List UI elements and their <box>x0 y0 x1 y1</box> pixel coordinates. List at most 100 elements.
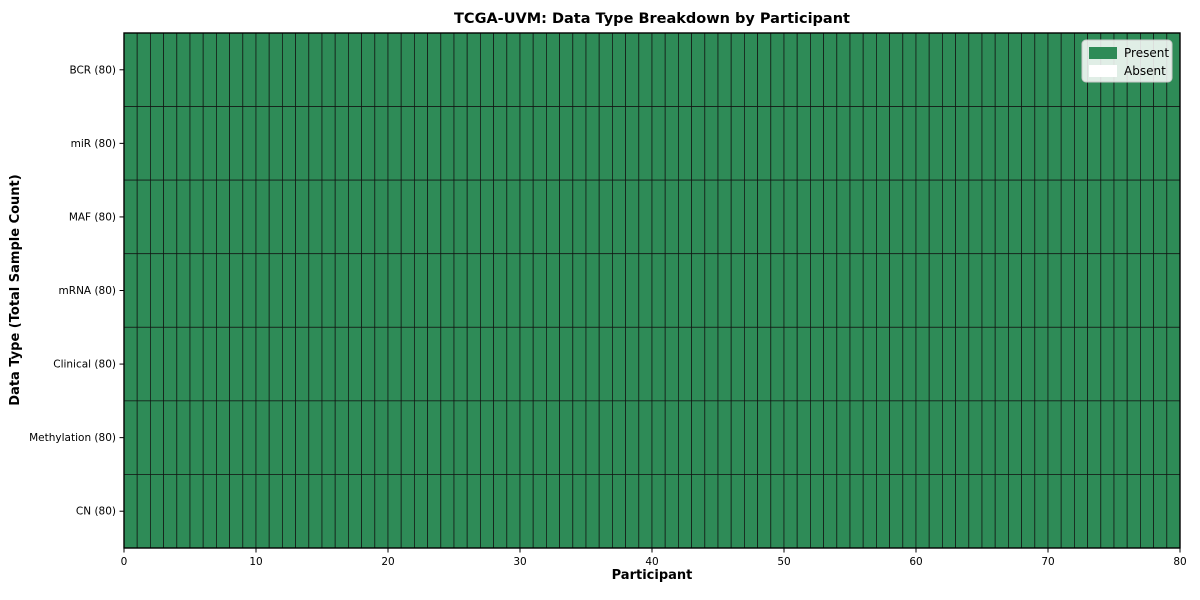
heatmap-cell <box>1113 474 1128 549</box>
heatmap-cell <box>1047 474 1062 549</box>
heatmap-cell <box>1100 400 1115 475</box>
heatmap-cell <box>928 400 943 475</box>
heatmap-cell <box>730 253 745 328</box>
heatmap-cell <box>176 400 191 475</box>
heatmap-cell <box>1060 400 1075 475</box>
heatmap-cell <box>440 253 455 328</box>
heatmap-cell <box>585 474 600 549</box>
heatmap-cell <box>176 474 191 549</box>
heatmap-cell <box>202 474 217 549</box>
heatmap-cell <box>744 253 759 328</box>
heatmap-cell <box>625 326 640 402</box>
heatmap-cell <box>849 326 864 402</box>
heatmap-cell <box>519 326 534 402</box>
heatmap-cell <box>638 32 653 107</box>
heatmap-cell <box>968 326 983 402</box>
heatmap-cell <box>1060 474 1075 549</box>
heatmap-cell <box>321 106 336 181</box>
heatmap-cell <box>440 474 455 549</box>
heatmap-cell <box>1166 253 1181 328</box>
heatmap-cell <box>994 106 1009 181</box>
heatmap-cell <box>1140 400 1155 475</box>
heatmap-cell <box>1074 400 1089 475</box>
heatmap-cell <box>1166 326 1181 402</box>
heatmap-cell <box>334 179 349 255</box>
heatmap-cell <box>889 253 904 328</box>
heatmap-cell <box>585 179 600 255</box>
heatmap-cell <box>1034 32 1049 107</box>
heatmap-cell <box>163 474 178 549</box>
heatmap-cell <box>493 474 508 549</box>
heatmap-cell <box>295 32 310 107</box>
heatmap-cell <box>400 32 415 107</box>
heatmap-cell <box>559 106 574 181</box>
heatmap-cell <box>823 32 838 107</box>
heatmap-cell <box>717 474 732 549</box>
heatmap-cell <box>955 32 970 107</box>
heatmap-cell <box>1047 179 1062 255</box>
heatmap-cell <box>163 32 178 107</box>
heatmap-cell <box>889 326 904 402</box>
heatmap-cell <box>242 326 257 402</box>
x-tick-label: 0 <box>121 556 128 568</box>
heatmap-cell <box>149 474 164 549</box>
heatmap-cell <box>546 474 561 549</box>
heatmap-cell <box>413 474 428 549</box>
heatmap-cell <box>242 106 257 181</box>
heatmap-cell <box>400 253 415 328</box>
x-tick-label: 40 <box>645 556 658 568</box>
heatmap-cell <box>625 32 640 107</box>
heatmap-cell <box>994 474 1009 549</box>
heatmap-cell <box>413 400 428 475</box>
heatmap-cell <box>928 474 943 549</box>
legend-swatch-absent <box>1089 65 1117 77</box>
heatmap-cell <box>810 179 825 255</box>
heatmap-cell <box>189 400 204 475</box>
heatmap-cell <box>506 474 521 549</box>
heatmap-cell <box>585 32 600 107</box>
heatmap-cell <box>453 326 468 402</box>
heatmap-cell <box>796 253 811 328</box>
heatmap-cell <box>796 400 811 475</box>
heatmap-cell <box>981 179 996 255</box>
heatmap-cell <box>163 106 178 181</box>
heatmap-cell <box>902 400 917 475</box>
heatmap-cell <box>281 106 296 181</box>
heatmap-cell <box>215 32 230 107</box>
heatmap-cell <box>968 400 983 475</box>
heatmap-cell <box>149 326 164 402</box>
heatmap-cell <box>559 474 574 549</box>
heatmap-cell <box>678 179 693 255</box>
heatmap-cell <box>612 326 627 402</box>
heatmap-cell <box>1113 253 1128 328</box>
heatmap-cell <box>479 253 494 328</box>
heatmap-cell <box>202 326 217 402</box>
heatmap-cell <box>242 474 257 549</box>
heatmap-cell <box>387 253 402 328</box>
heatmap-cell <box>823 106 838 181</box>
heatmap-cell <box>1100 179 1115 255</box>
heatmap-cell <box>176 179 191 255</box>
heatmap-cell <box>374 253 389 328</box>
heatmap-cell <box>783 106 798 181</box>
heatmap-cell <box>638 253 653 328</box>
heatmap-cell <box>347 179 362 255</box>
heatmap-cell <box>1034 106 1049 181</box>
heatmap-cell <box>546 326 561 402</box>
heatmap-cell <box>849 474 864 549</box>
heatmap-cell <box>678 32 693 107</box>
heatmap-cell <box>823 474 838 549</box>
heatmap-cell <box>334 400 349 475</box>
heatmap-cell <box>942 400 957 475</box>
heatmap-cell <box>955 400 970 475</box>
x-axis-label: Participant <box>612 568 693 583</box>
heatmap-cell <box>519 106 534 181</box>
heatmap-cell <box>638 400 653 475</box>
heatmap-cell <box>268 400 283 475</box>
heatmap-cell <box>664 179 679 255</box>
heatmap-cell <box>638 179 653 255</box>
heatmap-cell <box>889 400 904 475</box>
heatmap-cell <box>215 179 230 255</box>
heatmap-cell <box>796 326 811 402</box>
heatmap-cell <box>427 474 442 549</box>
